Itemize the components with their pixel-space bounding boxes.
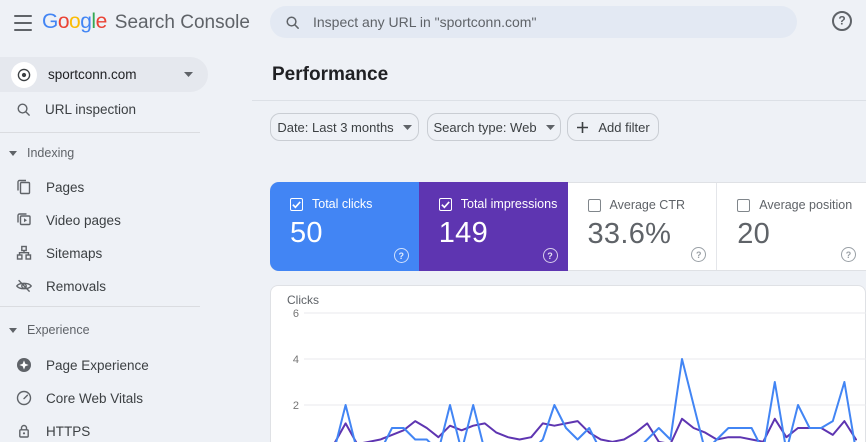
app-logo[interactable]: Google Search Console — [42, 10, 250, 34]
sidebar-item-pages[interactable]: Pages — [0, 172, 208, 202]
help-icon[interactable] — [841, 247, 856, 262]
property-icon — [11, 61, 37, 88]
property-name: sportconn.com — [48, 67, 137, 82]
collapse-triangle-icon — [9, 327, 17, 333]
sidebar-item-sitemaps[interactable]: Sitemaps — [0, 238, 208, 268]
metric-cards-row: Total clicks 50 Total impressions 149 Av… — [270, 182, 866, 271]
menu-icon — [14, 15, 32, 17]
sidebar-section-indexing[interactable]: Indexing — [0, 143, 208, 163]
chevron-down-icon — [545, 124, 555, 130]
page-experience-icon — [15, 356, 33, 374]
sidebar-divider — [0, 306, 200, 307]
sidebar-section-experience[interactable]: Experience — [0, 320, 208, 340]
https-lock-icon — [15, 422, 33, 440]
help-icon[interactable] — [393, 248, 409, 263]
collapse-triangle-icon — [9, 150, 17, 156]
video-pages-icon — [15, 211, 33, 229]
help-icon[interactable] — [691, 247, 707, 262]
sidebar-item-https[interactable]: HTTPS — [0, 416, 208, 442]
chevron-down-icon — [402, 124, 412, 130]
total-clicks-checkbox[interactable] — [290, 197, 303, 211]
total-impressions-checkbox[interactable] — [438, 197, 452, 211]
menu-button[interactable] — [10, 14, 36, 32]
total-impressions-value: 149 — [438, 217, 489, 249]
date-filter-chip[interactable]: Date: Last 3 months — [270, 113, 419, 141]
search-icon — [284, 14, 301, 31]
sitemaps-icon — [15, 244, 33, 262]
title-divider — [252, 100, 866, 101]
search-icon — [15, 101, 32, 118]
average-position-card[interactable]: Average position 20 — [716, 183, 866, 270]
url-inspect-searchbox[interactable] — [270, 6, 797, 38]
page-title: Performance — [272, 64, 389, 85]
sidebar-item-video-pages[interactable]: Video pages — [0, 205, 208, 235]
average-ctr-value: 33.6% — [587, 218, 672, 250]
sidebar-item-core-web-vitals[interactable]: Core Web Vitals — [0, 383, 208, 413]
core-web-vitals-icon — [15, 389, 33, 407]
average-ctr-checkbox[interactable] — [587, 198, 601, 212]
sidebar-item-url-inspection[interactable]: URL inspection — [0, 94, 208, 124]
google-logo: Google — [42, 10, 107, 33]
svg-text:2: 2 — [293, 400, 299, 412]
clicks-impressions-chart[interactable]: 6 4 2 — [271, 286, 866, 442]
search-type-filter-chip[interactable]: Search type: Web — [427, 113, 561, 141]
help-icon[interactable] — [542, 248, 558, 263]
help-button[interactable] — [832, 11, 852, 31]
url-inspect-input[interactable] — [313, 14, 783, 30]
pages-icon — [15, 178, 33, 196]
removals-icon — [15, 277, 33, 295]
property-selector[interactable]: sportconn.com — [0, 57, 208, 92]
sidebar-divider — [0, 132, 200, 133]
total-clicks-value: 50 — [290, 217, 323, 249]
total-impressions-card[interactable]: Total impressions 149 — [418, 182, 568, 271]
add-filter-chip[interactable]: Add filter — [567, 113, 659, 141]
svg-text:6: 6 — [293, 308, 299, 320]
svg-text:4: 4 — [293, 354, 299, 366]
chart-y-axis-label: Clicks — [287, 293, 319, 307]
average-position-value: 20 — [737, 218, 771, 250]
total-clicks-card[interactable]: Total clicks 50 — [270, 182, 419, 271]
performance-chart-card: Clicks 6 4 2 — [270, 285, 866, 442]
average-ctr-card[interactable]: Average CTR 33.6% — [568, 183, 717, 270]
sidebar-item-page-experience[interactable]: Page Experience — [0, 350, 208, 380]
app-logo-product: Search Console — [114, 12, 250, 33]
average-position-checkbox[interactable] — [737, 198, 751, 212]
chevron-down-icon — [184, 72, 193, 77]
sidebar-item-removals[interactable]: Removals — [0, 271, 208, 301]
plus-icon — [576, 121, 589, 134]
